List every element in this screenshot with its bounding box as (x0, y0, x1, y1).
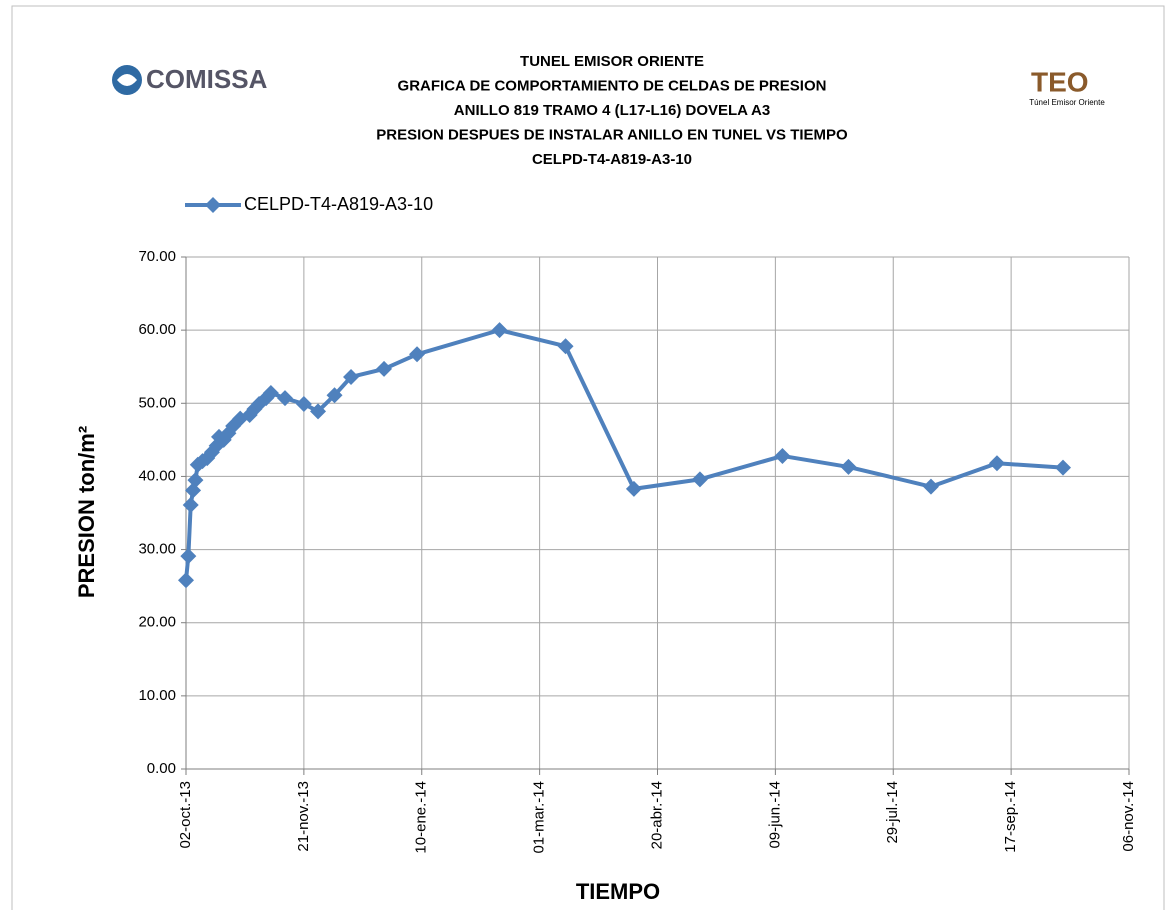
x-tick-label: 02-oct.-13 (177, 781, 194, 849)
frame (11, 5, 1165, 915)
data-point (277, 390, 294, 407)
chart-title: CELPD-T4-A819-A3-10 (532, 151, 692, 168)
x-tick-label: 09-jun.-14 (766, 781, 783, 849)
chart-title: TUNEL EMISOR ORIENTE (520, 53, 704, 70)
logo-right: TEO Túnel Emisor Oriente (1029, 66, 1105, 107)
x-tick-label: 10-ene.-14 (413, 781, 430, 854)
data-point (774, 447, 791, 464)
data-point (625, 480, 642, 497)
data-point (343, 368, 360, 385)
y-tick-label: 70.00 (138, 248, 176, 265)
chart-title: ANILLO 819 TRAMO 4 (L17-L16) DOVELA A3 (454, 102, 770, 119)
logo-left: COMISSA (112, 64, 268, 95)
data-point (922, 478, 939, 495)
y-tick-label: 60.00 (138, 321, 176, 338)
x-tick-label: 17-sep.-14 (1002, 781, 1019, 853)
series-line (184, 328, 1064, 581)
logo-icon-shape (117, 74, 137, 86)
chart-title: GRAFICA DE COMPORTAMIENTO DE CELDAS DE P… (398, 77, 827, 94)
x-tick-label: 21-nov.-13 (295, 781, 312, 852)
data-point (376, 360, 393, 377)
x-tick-label: 06-nov.-14 (1120, 781, 1137, 852)
data-point (840, 458, 857, 475)
data-point (310, 403, 327, 420)
x-tick-label: 01-mar.-14 (531, 781, 548, 854)
data-point (262, 385, 279, 402)
x-tick-label: 29-jul.-14 (884, 781, 901, 844)
x-axis-label: TIEMPO (576, 879, 660, 904)
y-axis-label: PRESION ton/m² (74, 426, 99, 598)
y-tick-label: 20.00 (138, 614, 176, 631)
legend-marker (205, 197, 221, 213)
y-tick-label: 50.00 (138, 394, 176, 411)
logo-text: TEO (1031, 66, 1089, 97)
data-point (180, 548, 197, 565)
data-point (557, 338, 574, 355)
logo-caption: Túnel Emisor Oriente (1029, 98, 1105, 107)
x-tick-label: 20-abr.-14 (648, 781, 665, 849)
logo-text: COMISSA (146, 64, 268, 94)
data-point (187, 472, 204, 489)
y-tick-label: 40.00 (138, 467, 176, 484)
data-point (178, 572, 194, 589)
chart-title: PRESION DESPUES DE INSTALAR ANILLO EN TU… (376, 126, 848, 143)
y-tick-label: 30.00 (138, 541, 176, 558)
y-tick-label: 0.00 (147, 760, 176, 777)
data-point (182, 496, 199, 513)
data-point (409, 346, 426, 363)
data-point (491, 322, 508, 339)
data-point (1054, 459, 1071, 476)
data-point (691, 471, 708, 488)
data-point (295, 396, 312, 413)
data-point (988, 455, 1005, 472)
data-point (326, 387, 343, 404)
legend-label: CELPD-T4-A819-A3-10 (244, 194, 433, 214)
y-tick-label: 10.00 (138, 687, 176, 704)
